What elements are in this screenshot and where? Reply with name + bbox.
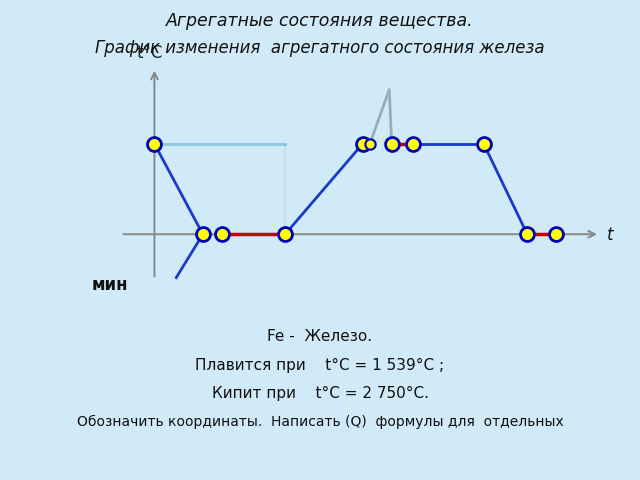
Point (149, 140, 159, 148)
Text: Плавится при    t°C = 1 539°C ;: Плавится при t°C = 1 539°C ; (195, 358, 445, 372)
Text: Fe -  Железо.: Fe - Железо. (268, 329, 372, 344)
Point (387, 140, 397, 148)
Text: Обозначить координаты.  Написать (Q)  формулы для  отдельных: Обозначить координаты. Написать (Q) форм… (77, 415, 563, 429)
Point (479, 140, 489, 148)
Text: мин: мин (92, 276, 128, 294)
Text: t: t (607, 226, 614, 244)
Point (280, 230, 291, 238)
Point (408, 140, 419, 148)
Text: Агрегатные состояния вещества.: Агрегатные состояния вещества. (166, 12, 474, 30)
Point (198, 230, 208, 238)
Point (358, 140, 368, 148)
Point (217, 230, 227, 238)
Text: t°C: t°C (136, 44, 163, 62)
Point (551, 230, 561, 238)
Point (365, 140, 375, 148)
Point (522, 230, 532, 238)
Text: График изменения  агрегатного состояния железа: График изменения агрегатного состояния ж… (95, 39, 545, 57)
Text: Кипит при    t°C = 2 750°C.: Кипит при t°C = 2 750°C. (211, 386, 429, 401)
